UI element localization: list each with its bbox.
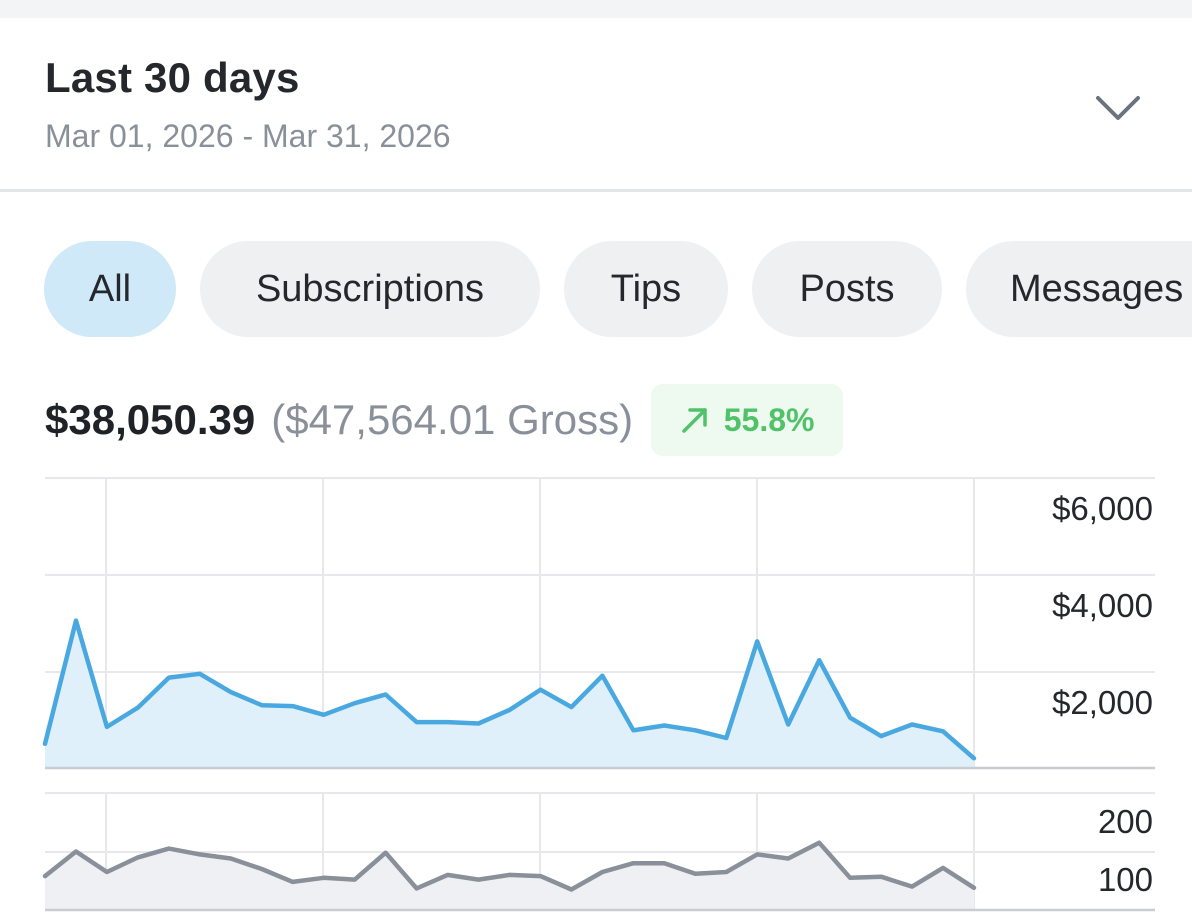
change-value: 55.8% [723,401,815,438]
category-tabs: All Subscriptions Tips Posts Messages [0,241,1192,337]
series-area [45,620,974,768]
gross-amount: ($47,564.01 Gross) [271,396,634,443]
y-tick-label: $4,000 [1052,587,1153,624]
net-amount: $38,050.39 [45,396,256,443]
date-range-title: Last 30 days [45,54,300,101]
date-range-dates: Mar 01, 2026 - Mar 31, 2026 [45,118,451,154]
tab-posts[interactable]: Posts [752,241,942,337]
header-divider [0,189,1192,192]
y-tick-label: $2,000 [1052,684,1153,721]
change-badge: 55.8% [651,384,844,456]
tab-subscriptions[interactable]: Subscriptions [200,241,540,337]
chevron-down-icon[interactable] [1094,88,1142,128]
tab-messages[interactable]: Messages [966,241,1192,337]
earnings-summary: $38,050.39 ($47,564.01 Gross) 55.8% [45,384,844,456]
tab-all[interactable]: All [44,241,176,337]
tab-tips[interactable]: Tips [564,241,728,337]
y-tick-label: 100 [1097,861,1153,898]
date-range-selector[interactable]: Last 30 days Mar 01, 2026 - Mar 31, 2026 [0,18,1192,190]
trend-up-arrow-icon [681,408,707,433]
top-strip [0,0,1192,18]
y-tick-label: $6,000 [1052,490,1153,527]
y-tick-label: 200 [1097,803,1153,840]
